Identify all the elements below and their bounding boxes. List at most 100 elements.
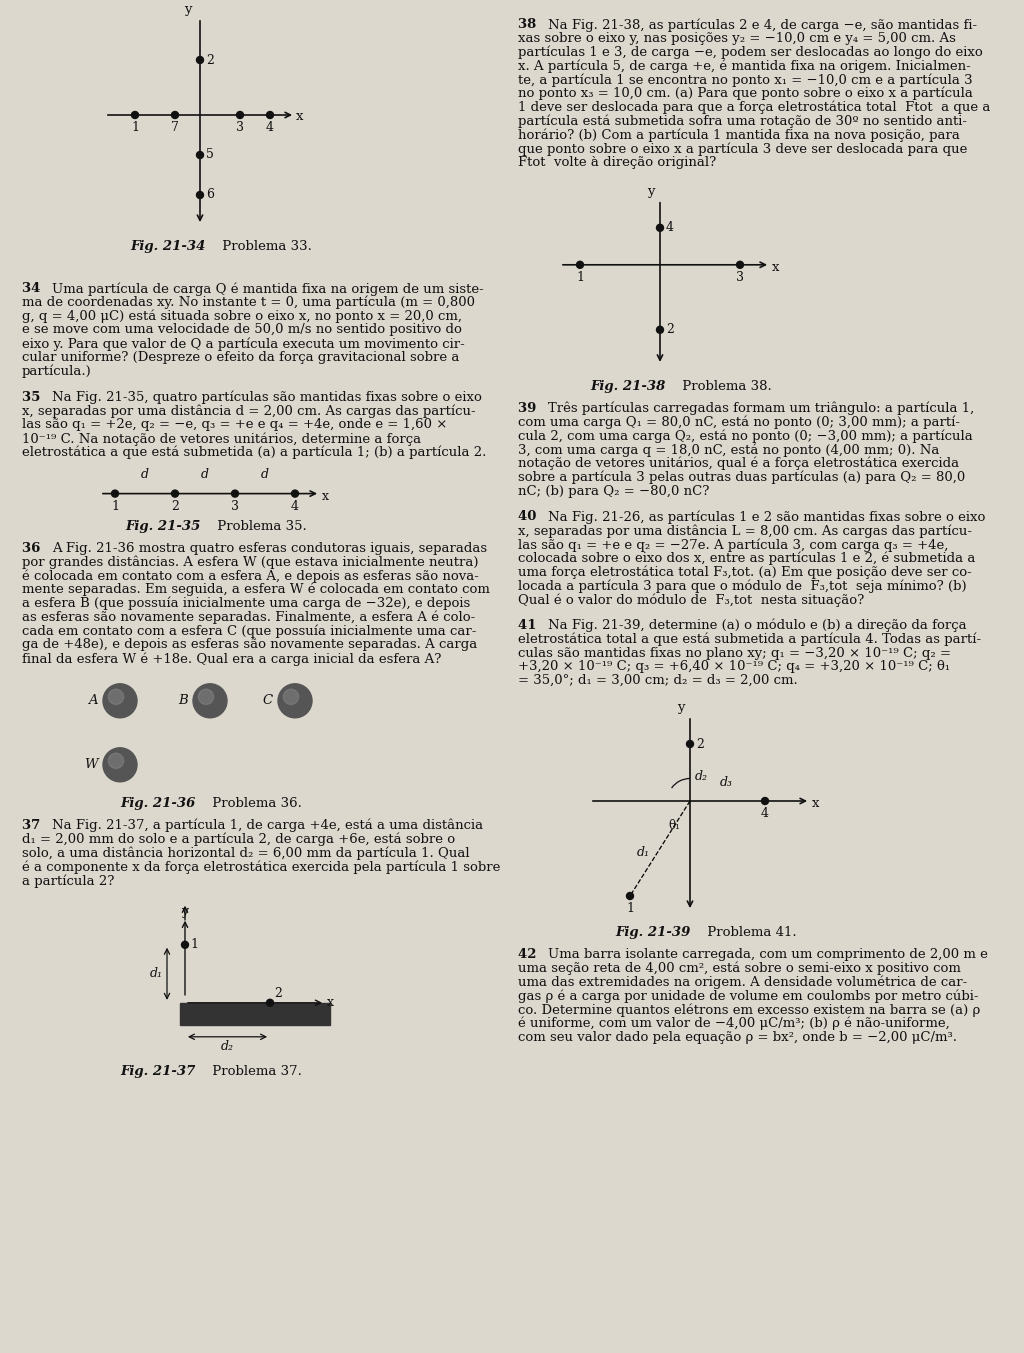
- Text: que ponto sobre o eixo x a partícula 3 deve ser deslocada para que: que ponto sobre o eixo x a partícula 3 d…: [518, 142, 968, 156]
- Text: é uniforme, com um valor de −4,00 μC/m³; (b) ρ é não-uniforme,: é uniforme, com um valor de −4,00 μC/m³;…: [518, 1017, 949, 1031]
- Text: y: y: [678, 701, 685, 714]
- Text: 7: 7: [171, 120, 179, 134]
- Text: Na Fig. 21-37, a partícula 1, de carga +4e, está a uma distância: Na Fig. 21-37, a partícula 1, de carga +…: [52, 819, 483, 832]
- Text: x: x: [772, 261, 779, 273]
- Text: 1: 1: [626, 902, 634, 915]
- Circle shape: [199, 689, 214, 705]
- Text: 38: 38: [518, 18, 546, 31]
- Text: a esfera B (que possuía inicialmente uma carga de −32e), e depois: a esfera B (que possuía inicialmente uma…: [22, 597, 470, 610]
- Text: las são q₁ = +2e, q₂ = −e, q₃ = +e e q₄ = +4e, onde e = 1,60 ×: las são q₁ = +2e, q₂ = −e, q₃ = +e e q₄ …: [22, 418, 447, 432]
- Circle shape: [736, 261, 743, 268]
- Text: d₁ = 2,00 mm do solo e a partícula 2, de carga +6e, está sobre o: d₁ = 2,00 mm do solo e a partícula 2, de…: [22, 832, 455, 846]
- Text: 2: 2: [696, 737, 703, 751]
- Text: 41: 41: [518, 620, 546, 632]
- Text: W: W: [84, 758, 98, 771]
- Text: Na Fig. 21-38, as partículas 2 e 4, de carga −e, são mantidas fi-: Na Fig. 21-38, as partículas 2 e 4, de c…: [548, 18, 977, 31]
- Circle shape: [237, 111, 244, 119]
- Bar: [180, 1003, 330, 1024]
- Text: d₁: d₁: [637, 847, 650, 859]
- Text: 3: 3: [736, 271, 744, 284]
- Text: xas sobre o eixo y, nas posições y₂ = −10,0 cm e y₄ = 5,00 cm. As: xas sobre o eixo y, nas posições y₂ = −1…: [518, 32, 955, 45]
- Text: eletrostática a que está submetida (a) a partícula 1; (b) a partícula 2.: eletrostática a que está submetida (a) a…: [22, 445, 486, 459]
- Text: d₁: d₁: [150, 967, 163, 981]
- Text: 35: 35: [22, 391, 49, 403]
- Text: notação de vetores unitários, qual é a força eletrostática exercida: notação de vetores unitários, qual é a f…: [518, 457, 959, 471]
- Text: d₂: d₂: [220, 1040, 233, 1053]
- Text: partícula.): partícula.): [22, 365, 92, 379]
- Text: uma das extremidades na origem. A densidade volumétrica de car-: uma das extremidades na origem. A densid…: [518, 976, 968, 989]
- Text: 1: 1: [131, 120, 139, 134]
- Text: por grandes distâncias. A esfera W (que estava inicialmente neutra): por grandes distâncias. A esfera W (que …: [22, 555, 478, 568]
- Circle shape: [762, 797, 768, 805]
- Circle shape: [103, 683, 137, 718]
- Text: 4: 4: [761, 806, 769, 820]
- Text: d₂: d₂: [695, 770, 708, 783]
- Text: x: x: [812, 797, 819, 810]
- Text: Uma barra isolante carregada, com um comprimento de 2,00 m e: Uma barra isolante carregada, com um com…: [548, 948, 988, 961]
- Text: Problema 38.: Problema 38.: [678, 380, 772, 392]
- Text: 39: 39: [518, 402, 546, 415]
- Text: B: B: [178, 694, 188, 708]
- Text: x, separadas por uma distância L = 8,00 cm. As cargas das partícu-: x, separadas por uma distância L = 8,00 …: [518, 524, 972, 537]
- Circle shape: [577, 261, 584, 268]
- Text: 3: 3: [231, 499, 239, 513]
- Text: é a componente x da força eletrostática exercida pela partícula 1 sobre: é a componente x da força eletrostática …: [22, 861, 501, 874]
- Text: Fig. 21-36: Fig. 21-36: [120, 797, 196, 810]
- Circle shape: [266, 1000, 273, 1007]
- Text: 34: 34: [22, 281, 49, 295]
- Text: 4: 4: [666, 222, 674, 234]
- Circle shape: [171, 490, 178, 497]
- Circle shape: [131, 111, 138, 119]
- Text: ga de +48e), e depois as esferas são novamente separadas. A carga: ga de +48e), e depois as esferas são nov…: [22, 639, 477, 651]
- Text: cada em contato com a esfera C (que possuía inicialmente uma car-: cada em contato com a esfera C (que poss…: [22, 624, 476, 637]
- Text: x. A partícula 5, de carga +e, é mantida fixa na origem. Inicialmen-: x. A partícula 5, de carga +e, é mantida…: [518, 60, 971, 73]
- Text: A Fig. 21-36 mostra quatro esferas condutoras iguais, separadas: A Fig. 21-36 mostra quatro esferas condu…: [52, 541, 487, 555]
- Text: +3,20 × 10⁻¹⁹ C; q₃ = +6,40 × 10⁻¹⁹ C; q₄ = +3,20 × 10⁻¹⁹ C; θ₁: +3,20 × 10⁻¹⁹ C; q₃ = +6,40 × 10⁻¹⁹ C; q…: [518, 660, 950, 674]
- Text: te, a partícula 1 se encontra no ponto x₁ = −10,0 cm e a partícula 3: te, a partícula 1 se encontra no ponto x…: [518, 73, 973, 87]
- Text: Fig. 21-37: Fig. 21-37: [120, 1065, 196, 1078]
- Text: y: y: [647, 185, 655, 198]
- Text: 4: 4: [266, 120, 274, 134]
- Text: a partícula 2?: a partícula 2?: [22, 874, 115, 888]
- Text: uma seção reta de 4,00 cm², está sobre o semi-eixo x positivo com: uma seção reta de 4,00 cm², está sobre o…: [518, 962, 961, 976]
- Circle shape: [656, 225, 664, 231]
- Text: as esferas são novamente separadas. Finalmente, a esfera A é colo-: as esferas são novamente separadas. Fina…: [22, 610, 475, 624]
- Text: com uma carga Q₁ = 80,0 nC, está no ponto (0; 3,00 mm); a partí-: com uma carga Q₁ = 80,0 nC, está no pont…: [518, 415, 961, 429]
- Text: x: x: [322, 490, 329, 502]
- Text: 40: 40: [518, 510, 546, 524]
- Text: Qual é o valor do módulo de  F̄₃,tot  nesta situação?: Qual é o valor do módulo de F̄₃,tot nest…: [518, 593, 864, 606]
- Text: 3, com uma carga q = 18,0 nC, está no ponto (4,00 mm; 0). Na: 3, com uma carga q = 18,0 nC, está no po…: [518, 444, 939, 457]
- Text: Na Fig. 21-39, determine (a) o módulo e (b) a direção da força: Na Fig. 21-39, determine (a) o módulo e …: [548, 620, 967, 632]
- Text: = 35,0°; d₁ = 3,00 cm; d₂ = d₃ = 2,00 cm.: = 35,0°; d₁ = 3,00 cm; d₂ = d₃ = 2,00 cm…: [518, 674, 798, 687]
- Text: x: x: [327, 996, 334, 1009]
- Circle shape: [197, 192, 204, 199]
- Text: Problema 33.: Problema 33.: [218, 239, 312, 253]
- Text: Fig. 21-35: Fig. 21-35: [125, 520, 201, 533]
- Text: no ponto x₃ = 10,0 cm. (a) Para que ponto sobre o eixo x a partícula: no ponto x₃ = 10,0 cm. (a) Para que pont…: [518, 87, 973, 100]
- Text: cula 2, com uma carga Q₂, está no ponto (0; −3,00 mm); a partícula: cula 2, com uma carga Q₂, está no ponto …: [518, 429, 973, 442]
- Text: las são q₁ = +e e q₂ = −27e. A partícula 3, com carga q₃ = +4e,: las são q₁ = +e e q₂ = −27e. A partícula…: [518, 538, 948, 552]
- Text: 1 deve ser deslocada para que a força eletrostática total  F̄tot  a que a: 1 deve ser deslocada para que a força el…: [518, 101, 990, 114]
- Text: co. Determine quantos elétrons em excesso existem na barra se (a) ρ: co. Determine quantos elétrons em excess…: [518, 1003, 980, 1016]
- Text: ma de coordenadas xy. No instante t = 0, uma partícula (m = 0,800: ma de coordenadas xy. No instante t = 0,…: [22, 296, 475, 310]
- Text: Na Fig. 21-26, as partículas 1 e 2 são mantidas fixas sobre o eixo: Na Fig. 21-26, as partículas 1 e 2 são m…: [548, 510, 985, 524]
- Text: 36: 36: [22, 541, 49, 555]
- Text: gas ρ é a carga por unidade de volume em coulombs por metro cúbi-: gas ρ é a carga por unidade de volume em…: [518, 989, 979, 1003]
- Text: é colocada em contato com a esfera A, e depois as esferas são nova-: é colocada em contato com a esfera A, e …: [22, 570, 479, 583]
- Text: Problema 35.: Problema 35.: [213, 520, 307, 533]
- Circle shape: [197, 152, 204, 158]
- Text: eletrostática total a que está submetida a partícula 4. Todas as partí-: eletrostática total a que está submetida…: [518, 633, 981, 647]
- Text: Fig. 21-39: Fig. 21-39: [615, 925, 690, 939]
- Text: Três partículas carregadas formam um triângulo: a partícula 1,: Três partículas carregadas formam um tri…: [548, 402, 974, 415]
- Text: 4: 4: [291, 499, 299, 513]
- Text: Problema 36.: Problema 36.: [208, 797, 302, 810]
- Text: x: x: [296, 110, 303, 123]
- Circle shape: [266, 111, 273, 119]
- Text: d₃: d₃: [720, 777, 733, 789]
- Text: 6: 6: [206, 188, 214, 202]
- Circle shape: [231, 490, 239, 497]
- Circle shape: [193, 683, 227, 718]
- Text: A: A: [88, 694, 98, 708]
- Text: eixo y. Para que valor de Q a partícula executa um movimento cir-: eixo y. Para que valor de Q a partícula …: [22, 337, 465, 350]
- Text: cular uniforme? (Despreze o efeito da força gravitacional sobre a: cular uniforme? (Despreze o efeito da fo…: [22, 350, 460, 364]
